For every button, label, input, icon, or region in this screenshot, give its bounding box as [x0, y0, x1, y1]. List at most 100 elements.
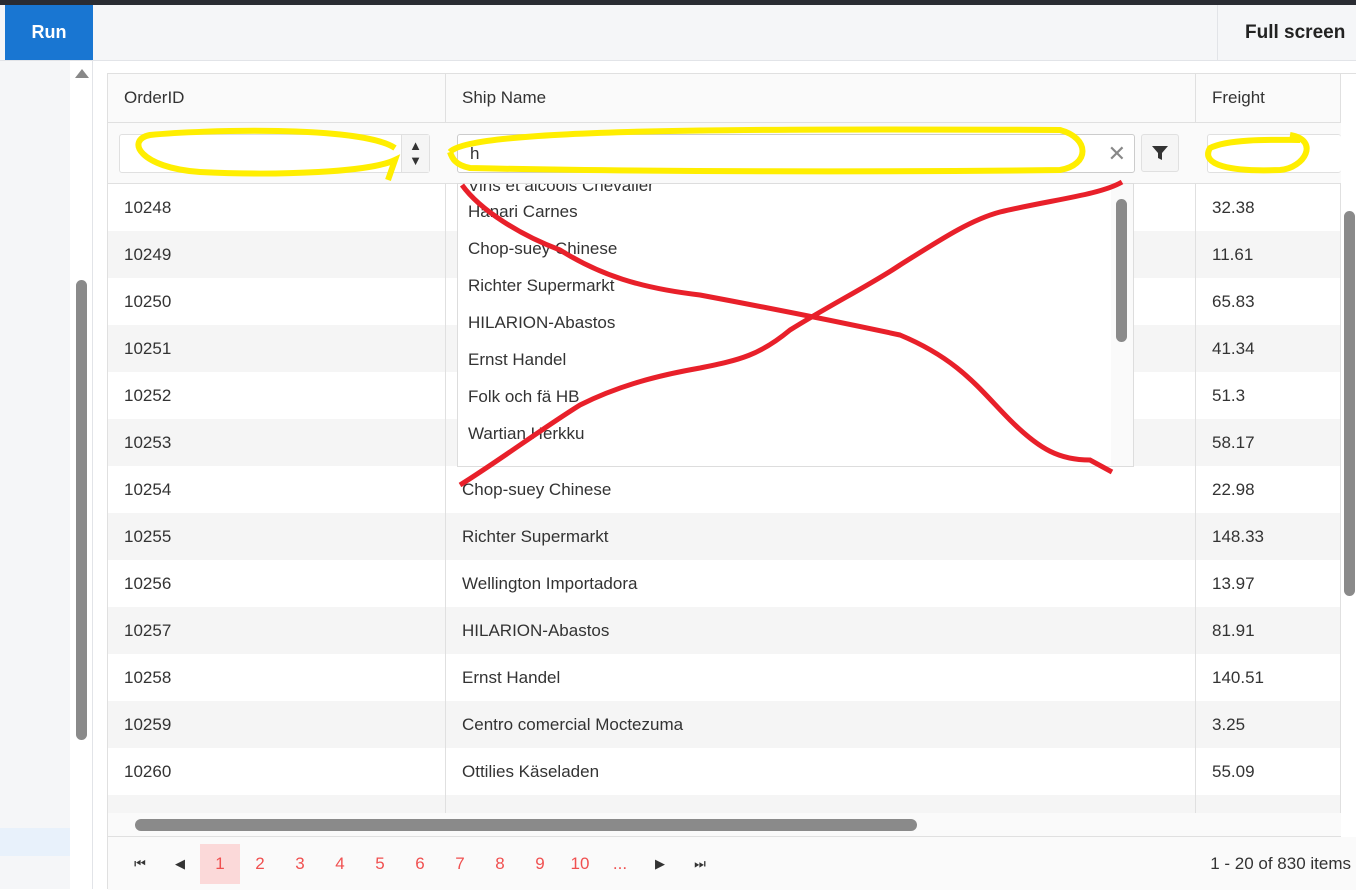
shipname-filter-value: h [470, 143, 480, 163]
freight-filter-input[interactable] [1207, 134, 1341, 173]
page-3-button[interactable]: 3 [295, 853, 305, 873]
left-pane [0, 61, 93, 889]
cell-freight: 81.91 [1196, 607, 1341, 654]
header-orderid[interactable]: OrderID [108, 74, 446, 122]
grid-vertical-scrollbar[interactable] [1341, 184, 1356, 813]
cell-freight: 22.98 [1196, 466, 1341, 513]
table-row[interactable]: 10254 Chop-suey Chinese 22.98 [108, 466, 1341, 513]
table-row[interactable]: 10260 Ottilies Käseladen 55.09 [108, 748, 1341, 795]
table-row[interactable]: 10248 32.38 [108, 184, 1341, 231]
cell-orderid: 10256 [108, 560, 446, 607]
cell-freight: 65.83 [1196, 278, 1341, 325]
header-freight[interactable]: Freight [1196, 74, 1341, 122]
scroll-up-icon[interactable] [75, 69, 89, 78]
full-screen-button[interactable]: Full screen [1217, 5, 1356, 60]
cell-freight: 55.09 [1196, 748, 1341, 795]
cell-orderid: 10254 [108, 466, 446, 513]
scroll-thumb[interactable] [76, 280, 87, 740]
page-7-button[interactable]: 7 [455, 853, 465, 873]
cell-freight: 58.17 [1196, 419, 1341, 466]
cell-shipname: Ernst Handel [446, 654, 1196, 701]
table-row[interactable]: 10257 HILARION-Abastos 81.91 [108, 607, 1341, 654]
cell-orderid: 10258 [108, 654, 446, 701]
table-row[interactable]: 10258 Ernst Handel 140.51 [108, 654, 1341, 701]
page-5-button[interactable]: 5 [375, 853, 385, 873]
toolbar: Run Full screen [0, 5, 1356, 61]
page-more-button[interactable]: ... [612, 853, 628, 873]
cell-freight: 148.33 [1196, 513, 1341, 560]
cell-freight: 41.34 [1196, 325, 1341, 372]
page-6-button[interactable]: 6 [415, 853, 425, 873]
cell-freight: 32.38 [1196, 184, 1341, 231]
cell-orderid: 10253 [108, 419, 446, 466]
autocomplete-option[interactable]: Wartian Herkku [468, 423, 585, 443]
page-10-button[interactable]: 10 [570, 853, 590, 873]
cell-freight: 3.25 [1196, 701, 1341, 748]
cell-orderid: 10249 [108, 231, 446, 278]
spin-up-icon[interactable]: ▲ [409, 138, 422, 153]
pager-info: 1 - 20 of 830 items [1210, 853, 1351, 873]
table-row[interactable]: 10256 Wellington Importadora 13.97 [108, 560, 1341, 607]
page-1-button[interactable]: 1 [200, 843, 240, 884]
cell-shipname: Chop-suey Chinese [446, 466, 1196, 513]
autocomplete-option[interactable]: Ernst Handel [468, 349, 567, 369]
page-2-button[interactable]: 2 [255, 853, 265, 873]
scroll-thumb[interactable] [1116, 199, 1127, 342]
autocomplete-option[interactable]: Vins et alcools Chevalier [468, 183, 654, 195]
page-8-button[interactable]: 8 [495, 853, 505, 873]
table-row[interactable] [108, 795, 1341, 813]
dropdown-scrollbar[interactable] [1111, 184, 1133, 466]
autocomplete-option[interactable]: Chop-suey Chinese [468, 238, 618, 258]
numeric-spinner[interactable]: ▲ ▼ [401, 135, 429, 172]
orderid-filter-input[interactable]: ▲ ▼ [119, 134, 430, 173]
scroll-thumb[interactable] [1344, 211, 1355, 596]
cell-orderid: 10260 [108, 748, 446, 795]
window-top-bar [0, 0, 1356, 5]
selected-item[interactable] [0, 828, 70, 856]
cell-shipname [446, 372, 1196, 419]
cell-shipname [446, 278, 1196, 325]
clear-icon[interactable]: ✕ [1107, 140, 1126, 166]
prev-page-button[interactable]: ◀ [175, 855, 185, 871]
cell-shipname: Centro comercial Moctezuma [446, 701, 1196, 748]
cell-orderid: 10252 [108, 372, 446, 419]
table-row[interactable]: 10255 Richter Supermarkt 148.33 [108, 513, 1341, 560]
cell-shipname: Ottilies Käseladen [446, 748, 1196, 795]
cell-freight: 11.61 [1196, 231, 1341, 278]
cell-orderid: 10250 [108, 278, 446, 325]
autocomplete-option[interactable]: Folk och fä HB [468, 386, 580, 406]
header-shipname[interactable]: Ship Name [446, 74, 1196, 122]
filter-row: ▲ ▼ h ✕ [108, 123, 1341, 184]
autocomplete-option[interactable]: HILARION-Abastos [468, 312, 616, 332]
grid-horizontal-scrollbar[interactable] [108, 813, 1341, 837]
cell-shipname [446, 184, 1196, 231]
cell-orderid: 10251 [108, 325, 446, 372]
run-button[interactable]: Run [5, 5, 93, 60]
cell-shipname: HILARION-Abastos [446, 607, 1196, 654]
cell-shipname [446, 325, 1196, 372]
filter-button[interactable] [1141, 134, 1179, 172]
table-row[interactable]: 10250 65.83 [108, 278, 1341, 325]
autocomplete-option[interactable]: Hanari Carnes [468, 201, 578, 221]
left-scrollbar[interactable] [70, 61, 92, 889]
spin-down-icon[interactable]: ▼ [409, 153, 422, 168]
pager: ⏮ ◀ 1 2 3 4 5 6 7 8 9 10... ▶ ⏭ 1 - 20 of 830 ite… [108, 837, 1356, 890]
page-4-button[interactable]: 4 [335, 853, 345, 873]
page-9-button[interactable]: 9 [535, 853, 545, 873]
grid-header: OrderID Ship Name Freight [108, 74, 1341, 123]
scroll-thumb[interactable] [135, 819, 917, 831]
cell-orderid: 10255 [108, 513, 446, 560]
shipname-filter-input[interactable]: h ✕ [457, 134, 1135, 173]
cell-shipname: Wellington Importadora [446, 560, 1196, 607]
last-page-button[interactable]: ⏭ [694, 855, 706, 871]
next-page-button[interactable]: ▶ [655, 855, 665, 871]
first-page-button[interactable]: ⏮ [134, 855, 146, 871]
table-row[interactable]: 10259 Centro comercial Moctezuma 3.25 [108, 701, 1341, 748]
cell-freight: 51.3 [1196, 372, 1341, 419]
cell-orderid: 10248 [108, 184, 446, 231]
table-row[interactable]: 10252 51.3 [108, 372, 1341, 419]
autocomplete-option[interactable]: Richter Supermarkt [468, 275, 615, 295]
cell-shipname [446, 419, 1196, 466]
cell-freight [1196, 795, 1341, 813]
cell-freight: 140.51 [1196, 654, 1341, 701]
